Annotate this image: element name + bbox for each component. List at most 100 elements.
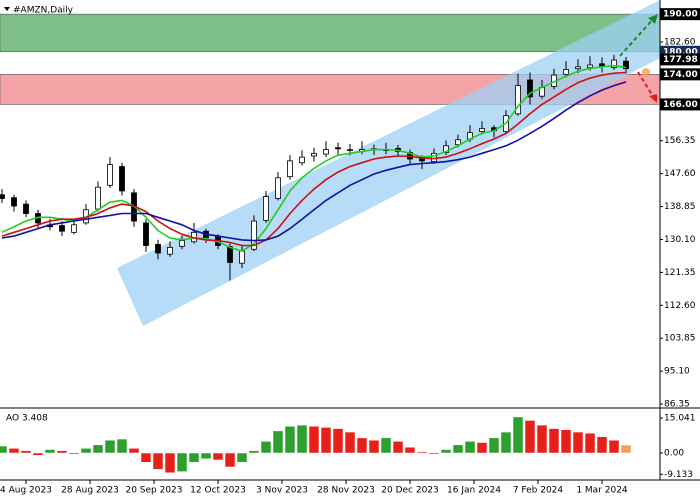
candle-body: [107, 164, 113, 186]
candle-body: [611, 59, 617, 68]
candle-body: [587, 64, 593, 68]
ao-bar: [320, 427, 332, 454]
up-arrow: [619, 17, 655, 57]
x-tick-label: 28 Aug 2023: [61, 486, 119, 496]
candle-body: [59, 225, 65, 232]
ao-bar: [308, 425, 320, 454]
ao-bar: [488, 437, 500, 454]
candle-body: [179, 240, 185, 247]
price-label: 180.00: [663, 47, 698, 57]
x-tick-label: 20 Sep 2023: [125, 486, 182, 496]
candle-body: [71, 224, 77, 233]
ao-bar: [620, 444, 632, 454]
ao-bar: [212, 452, 224, 461]
ao-bar: [428, 452, 440, 455]
indicator-y-tick-label: 0.00: [664, 449, 684, 459]
ao-bar: [356, 437, 368, 454]
candle-body: [11, 197, 17, 207]
y-tick-label: 138.85: [664, 202, 696, 212]
x-tick-label: 28 Nov 2023: [317, 486, 375, 496]
candle-body: [347, 149, 353, 151]
candle-body: [0, 194, 5, 199]
ao-bar: [596, 436, 608, 454]
y-tick-label: 156.35: [664, 136, 696, 146]
candle-body: [95, 186, 101, 210]
candle-body: [155, 243, 161, 254]
x-tick-label: 12 Oct 2023: [190, 486, 246, 496]
ao-bar: [572, 431, 584, 454]
indicator-y-tick-label: -9.133: [664, 470, 693, 480]
candle-body: [575, 66, 581, 70]
ao-bar: [20, 450, 32, 454]
ao-bar: [332, 428, 344, 454]
ao-bar: [560, 429, 572, 454]
ao-bar: [92, 444, 104, 454]
indicator-label: AO 3.408: [6, 414, 48, 424]
y-tick-label: 130.10: [664, 235, 696, 245]
plot: [0, 54, 629, 281]
ao-bar: [344, 431, 356, 454]
candle-body: [527, 79, 533, 98]
ao-bar: [404, 446, 416, 454]
x-tick-label: 4 Aug 2023: [0, 486, 52, 496]
x-tick-label: 16 Jan 2024: [447, 486, 501, 496]
candle-body: [563, 69, 569, 75]
y-tick-label: 112.60: [664, 301, 696, 311]
ao-bar: [128, 448, 140, 454]
y-tick-label: 121.35: [664, 268, 696, 278]
ao-bar: [8, 448, 20, 454]
candle-body: [323, 149, 329, 155]
candle-body: [287, 160, 293, 178]
ao-bar: [248, 450, 260, 454]
ao-bar: [416, 451, 428, 454]
candle-body: [227, 246, 233, 263]
ao-bar: [584, 432, 596, 454]
ao-bar: [152, 452, 164, 470]
ao-bar: [236, 452, 248, 463]
moving-average: [1, 81, 627, 242]
candle-body: [251, 220, 257, 250]
price-label-box: [660, 8, 700, 21]
y-tick-label: 182.60: [664, 37, 696, 47]
price-label: 166.00: [663, 100, 698, 110]
candle-body: [443, 145, 449, 153]
candle-body: [263, 196, 269, 221]
x-tick-label: 3 Nov 2023: [256, 486, 308, 496]
ao-bar: [284, 425, 296, 454]
candle-body: [335, 147, 341, 150]
y-tick-label: 103.85: [664, 334, 696, 344]
ao-bar: [500, 431, 512, 454]
y-tick-label: 95.10: [664, 367, 690, 377]
ao-bar: [200, 452, 212, 460]
candle-body: [623, 60, 629, 70]
candle-body: [239, 250, 245, 264]
current-marker: [642, 68, 650, 76]
indicator-y-tick-label: 15.041: [664, 414, 696, 424]
down-arrow-head: [649, 94, 657, 103]
ao-bar: [548, 428, 560, 454]
price-label-box: [660, 53, 700, 66]
ao-bar: [272, 430, 284, 454]
price-label: 190.00: [663, 10, 698, 20]
ao-bar: [476, 442, 488, 454]
x-tick-label: 20 Dec 2023: [381, 486, 439, 496]
ao-bar: [116, 438, 128, 454]
price-label: 174.00: [663, 70, 698, 80]
y-tick-label: 147.60: [664, 169, 696, 179]
chart-title: #AMZN,Daily: [13, 6, 74, 16]
ao-bar: [464, 441, 476, 454]
ao-bar: [68, 452, 80, 455]
price-label-box: [660, 98, 700, 111]
y-tick-label: 86.35: [664, 400, 690, 410]
x-tick-label: 1 Mar 2024: [576, 486, 628, 496]
zone: [0, 13, 661, 53]
candle-body: [455, 139, 461, 146]
ao-bar: [188, 452, 200, 463]
ao-bar: [0, 445, 8, 454]
candle-body: [167, 246, 173, 255]
x-tick-label: 7 Feb 2024: [513, 486, 564, 496]
ao-bar: [164, 452, 176, 474]
candle-body: [275, 177, 281, 199]
ao-bar: [392, 441, 404, 454]
